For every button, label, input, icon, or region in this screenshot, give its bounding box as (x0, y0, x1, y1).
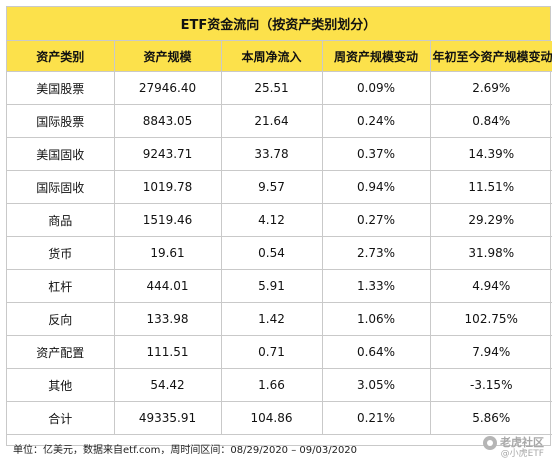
cell-net-inflow: 25.51 (221, 71, 323, 105)
cell-asset-class: 杠杆 (7, 269, 115, 303)
table-row: 其他 54.42 1.66 3.05% -3.15% (7, 368, 552, 402)
cell-weekly-change: 0.94% (322, 170, 431, 204)
cell-ytd-change: 11.51% (430, 170, 552, 204)
cell-weekly-change: 0.24% (322, 104, 431, 138)
cell-ytd-change: 4.94% (430, 269, 552, 303)
cell-aum: 19.61 (114, 236, 222, 270)
cell-ytd-change: 2.69% (430, 71, 552, 105)
table-title: ETF资金流向（按资产类别划分） (7, 7, 550, 41)
total-weekly-change: 0.21% (322, 401, 431, 435)
cell-asset-class: 资产配置 (7, 335, 115, 369)
cell-weekly-change: 0.09% (322, 71, 431, 105)
header-weekly-aum-change: 周资产规模变动 (322, 41, 431, 72)
header-aum: 资产规模 (114, 41, 222, 72)
cell-asset-class: 商品 (7, 203, 115, 237)
cell-asset-class: 美国股票 (7, 71, 115, 105)
cell-weekly-change: 0.64% (322, 335, 431, 369)
footer-note: 单位：亿美元，数据来自etf.com，周时间区间：08/29/2020 – 09… (13, 444, 358, 456)
cell-asset-class: 货币 (7, 236, 115, 270)
cell-asset-class: 国际股票 (7, 104, 115, 138)
table-row: 反向 133.98 1.42 1.06% 102.75% (7, 302, 552, 336)
cell-weekly-change: 3.05% (322, 368, 431, 402)
cell-weekly-change: 0.37% (322, 137, 431, 171)
table-footer: 单位：亿美元，数据来自etf.com，周时间区间：08/29/2020 – 09… (7, 435, 550, 461)
cell-aum: 111.51 (114, 335, 222, 369)
cell-net-inflow: 0.54 (221, 236, 323, 270)
cell-net-inflow: 9.57 (221, 170, 323, 204)
cell-asset-class: 美国固收 (7, 137, 115, 171)
table-row: 货币 19.61 0.54 2.73% 31.98% (7, 236, 552, 270)
cell-asset-class: 其他 (7, 368, 115, 402)
cell-aum: 8843.05 (114, 104, 222, 138)
cell-aum: 1019.78 (114, 170, 222, 204)
cell-net-inflow: 1.42 (221, 302, 323, 336)
cell-aum: 444.01 (114, 269, 222, 303)
table-row: 国际固收 1019.78 9.57 0.94% 11.51% (7, 170, 552, 204)
cell-net-inflow: 1.66 (221, 368, 323, 402)
header-ytd-aum-change: 年初至今资产规模变动 (430, 41, 552, 72)
cell-weekly-change: 1.06% (322, 302, 431, 336)
watermark-brand: 老虎社区 (483, 436, 544, 451)
cell-net-inflow: 0.71 (221, 335, 323, 369)
cell-aum: 27946.40 (114, 71, 222, 105)
cell-ytd-change: 14.39% (430, 137, 552, 171)
cell-ytd-change: -3.15% (430, 368, 552, 402)
cell-weekly-change: 1.33% (322, 269, 431, 303)
cell-net-inflow: 21.64 (221, 104, 323, 138)
cell-asset-class: 反向 (7, 302, 115, 336)
cell-ytd-change: 7.94% (430, 335, 552, 369)
table-row: 杠杆 444.01 5.91 1.33% 4.94% (7, 269, 552, 303)
cell-ytd-change: 0.84% (430, 104, 552, 138)
table-row: 商品 1519.46 4.12 0.27% 29.29% (7, 203, 552, 237)
etf-flow-table: 资产类别 资产规模 本周净流入 周资产规模变动 年初至今资产规模变动 美国股票 … (7, 41, 552, 435)
cell-net-inflow: 5.91 (221, 269, 323, 303)
table-row: 美国固收 9243.71 33.78 0.37% 14.39% (7, 137, 552, 171)
total-row: 合计 49335.91 104.86 0.21% 5.86% (7, 401, 552, 435)
cell-ytd-change: 31.98% (430, 236, 552, 270)
cell-net-inflow: 4.12 (221, 203, 323, 237)
tiger-logo-icon (483, 436, 497, 451)
header-asset-class: 资产类别 (7, 41, 115, 72)
cell-aum: 133.98 (114, 302, 222, 336)
table-row: 国际股票 8843.05 21.64 0.24% 0.84% (7, 104, 552, 138)
table-row: 美国股票 27946.40 25.51 0.09% 2.69% (7, 71, 552, 105)
cell-weekly-change: 0.27% (322, 203, 431, 237)
total-label: 合计 (7, 401, 115, 435)
cell-weekly-change: 2.73% (322, 236, 431, 270)
header-row: 资产类别 资产规模 本周净流入 周资产规模变动 年初至今资产规模变动 (7, 41, 552, 72)
cell-net-inflow: 33.78 (221, 137, 323, 171)
cell-aum: 54.42 (114, 368, 222, 402)
watermark-brand-text: 老虎社区 (500, 436, 544, 449)
etf-flow-table-card: ETF资金流向（按资产类别划分） 资产类别 资产规模 本周净流入 周资产规模变动… (6, 6, 552, 459)
cell-ytd-change: 102.75% (430, 302, 552, 336)
total-net-inflow: 104.86 (221, 401, 323, 435)
watermark: 老虎社区 @小虎ETF (483, 436, 544, 460)
total-aum: 49335.91 (114, 401, 222, 435)
cell-aum: 1519.46 (114, 203, 222, 237)
total-ytd-change: 5.86% (430, 401, 552, 435)
cell-ytd-change: 29.29% (430, 203, 552, 237)
table-row: 资产配置 111.51 0.71 0.64% 7.94% (7, 335, 552, 369)
cell-aum: 9243.71 (114, 137, 222, 171)
header-weekly-net-inflow: 本周净流入 (221, 41, 323, 72)
cell-asset-class: 国际固收 (7, 170, 115, 204)
